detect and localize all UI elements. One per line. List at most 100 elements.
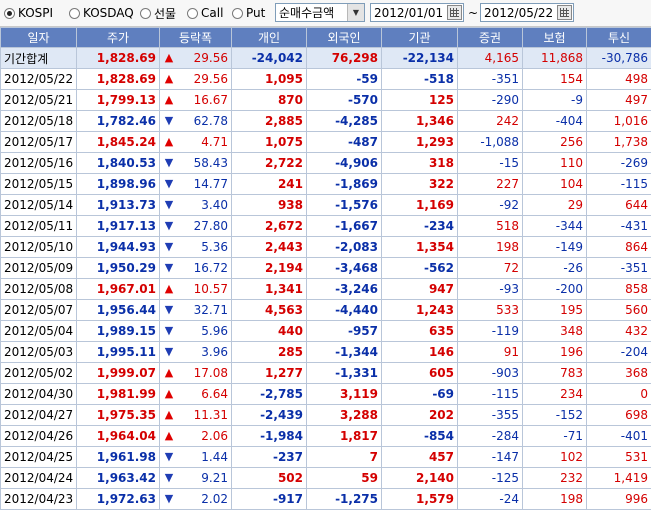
securities-cell: -93 bbox=[458, 279, 523, 300]
price-cell: 1,845.24 bbox=[77, 132, 160, 153]
calendar-icon[interactable] bbox=[557, 5, 572, 20]
institution-cell: 947 bbox=[382, 279, 458, 300]
individual-cell: -1,984 bbox=[232, 426, 307, 447]
institution-cell: 1,354 bbox=[382, 237, 458, 258]
change-cell: ▼27.80 bbox=[160, 216, 232, 237]
individual-cell: 1,341 bbox=[232, 279, 307, 300]
investment-trust-cell: 1,016 bbox=[587, 111, 651, 132]
insurance-cell: 348 bbox=[523, 321, 587, 342]
date-cell: 2012/05/17 bbox=[1, 132, 77, 153]
insurance-cell: -149 bbox=[523, 237, 587, 258]
change-value: 3.96 bbox=[201, 345, 228, 359]
radio-kosdaq[interactable]: KOSDAQ bbox=[69, 5, 134, 21]
investment-trust-cell: -351 bbox=[587, 258, 651, 279]
foreign-cell: 3,119 bbox=[307, 384, 382, 405]
institution-cell: 1,293 bbox=[382, 132, 458, 153]
change-cell: ▲10.57 bbox=[160, 279, 232, 300]
column-header-price[interactable]: 주가 bbox=[77, 28, 160, 48]
securities-cell: -290 bbox=[458, 90, 523, 111]
column-header-insurance[interactable]: 보험 bbox=[523, 28, 587, 48]
foreign-cell: -957 bbox=[307, 321, 382, 342]
institution-cell: 125 bbox=[382, 90, 458, 111]
investment-trust-cell: 498 bbox=[587, 69, 651, 90]
price-cell: 1,950.29 bbox=[77, 258, 160, 279]
column-header-individual[interactable]: 개인 bbox=[232, 28, 307, 48]
insurance-cell: 110 bbox=[523, 153, 587, 174]
foreign-cell: -1,576 bbox=[307, 195, 382, 216]
individual-cell: 241 bbox=[232, 174, 307, 195]
end-date-field[interactable]: 2012/05/22 bbox=[480, 3, 574, 22]
triangle-down-icon: ▼ bbox=[163, 219, 175, 232]
triangle-up-icon: ▲ bbox=[163, 408, 175, 421]
calendar-icon[interactable] bbox=[447, 5, 462, 20]
column-header-foreign[interactable]: 외국인 bbox=[307, 28, 382, 48]
radio-call[interactable]: Call bbox=[187, 5, 223, 21]
foreign-cell: -1,331 bbox=[307, 363, 382, 384]
start-date-field[interactable]: 2012/01/01 bbox=[370, 3, 464, 22]
securities-cell: 242 bbox=[458, 111, 523, 132]
date-cell: 2012/05/11 bbox=[1, 216, 77, 237]
radio-label: Call bbox=[201, 6, 223, 20]
change-cell: ▲29.56 bbox=[160, 48, 232, 69]
foreign-cell: -4,440 bbox=[307, 300, 382, 321]
column-header-change[interactable]: 등락폭 bbox=[160, 28, 232, 48]
column-header-date[interactable]: 일자 bbox=[1, 28, 77, 48]
change-cell: ▲11.31 bbox=[160, 405, 232, 426]
investment-trust-cell: -204 bbox=[587, 342, 651, 363]
individual-cell: 4,563 bbox=[232, 300, 307, 321]
triangle-down-icon: ▼ bbox=[163, 450, 175, 463]
change-cell: ▼32.71 bbox=[160, 300, 232, 321]
radio-label: 선물 bbox=[154, 5, 176, 22]
radio-kospi[interactable]: KOSPI bbox=[4, 5, 53, 21]
column-header-institution[interactable]: 기관 bbox=[382, 28, 458, 48]
change-value: 14.77 bbox=[194, 177, 228, 191]
foreign-cell: -1,667 bbox=[307, 216, 382, 237]
radio-indicator bbox=[4, 8, 15, 19]
column-header-securities[interactable]: 증권 bbox=[458, 28, 523, 48]
change-cell: ▼3.40 bbox=[160, 195, 232, 216]
investment-trust-cell: 644 bbox=[587, 195, 651, 216]
radio-futures[interactable]: 선물 bbox=[140, 5, 176, 21]
price-cell: 1,944.93 bbox=[77, 237, 160, 258]
date-cell: 2012/04/26 bbox=[1, 426, 77, 447]
price-cell: 1,989.15 bbox=[77, 321, 160, 342]
chevron-down-icon[interactable]: ▼ bbox=[347, 4, 364, 21]
foreign-cell: -2,083 bbox=[307, 237, 382, 258]
metric-select[interactable]: 순매수금액 ▼ bbox=[275, 3, 365, 22]
investment-trust-cell: -115 bbox=[587, 174, 651, 195]
change-value: 17.08 bbox=[194, 366, 228, 380]
date-cell: 2012/04/27 bbox=[1, 405, 77, 426]
change-value: 3.40 bbox=[201, 198, 228, 212]
date-cell: 2012/05/16 bbox=[1, 153, 77, 174]
individual-cell: 2,672 bbox=[232, 216, 307, 237]
radio-put[interactable]: Put bbox=[232, 5, 265, 21]
triangle-down-icon: ▼ bbox=[163, 177, 175, 190]
investment-trust-cell: 432 bbox=[587, 321, 651, 342]
insurance-cell: -71 bbox=[523, 426, 587, 447]
price-cell: 1,898.96 bbox=[77, 174, 160, 195]
column-header-investment-trust[interactable]: 투신 bbox=[587, 28, 651, 48]
investment-trust-cell: 1,738 bbox=[587, 132, 651, 153]
securities-cell: 91 bbox=[458, 342, 523, 363]
